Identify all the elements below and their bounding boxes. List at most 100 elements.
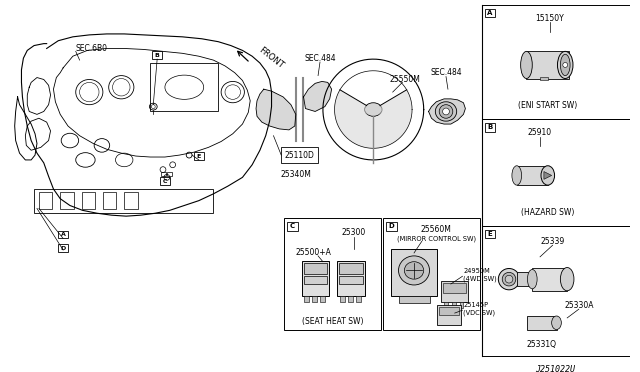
Bar (39, 192, 52, 209)
Text: (VDC SW): (VDC SW) (463, 310, 495, 316)
Text: C: C (163, 179, 167, 184)
Bar (527, 51, 569, 78)
Text: E: E (488, 231, 493, 237)
Polygon shape (303, 81, 332, 112)
Ellipse shape (541, 166, 555, 185)
Bar (484, 9, 495, 17)
Text: D: D (61, 246, 66, 251)
Bar (484, 230, 495, 238)
Text: D: D (388, 223, 394, 229)
Bar (34, 189, 213, 213)
Ellipse shape (502, 272, 516, 286)
Bar (167, 171, 172, 176)
Bar (161, 171, 166, 176)
Ellipse shape (512, 166, 522, 185)
Text: 25560M: 25560M (421, 225, 452, 234)
Bar (348, 296, 353, 302)
Text: (SEAT HEAT SW): (SEAT HEAT SW) (302, 317, 364, 326)
Bar (482, 5, 630, 119)
Bar (443, 283, 467, 293)
Bar (391, 249, 437, 296)
Text: 25331Q: 25331Q (527, 340, 557, 349)
Ellipse shape (527, 269, 537, 289)
Polygon shape (335, 90, 373, 148)
Bar (356, 296, 361, 302)
Ellipse shape (552, 316, 561, 330)
Text: (HAZARD SW): (HAZARD SW) (521, 208, 575, 217)
Text: 25910: 25910 (528, 128, 552, 137)
Ellipse shape (561, 267, 574, 291)
Text: C: C (290, 223, 295, 229)
Text: A: A (61, 232, 65, 237)
Bar (81, 192, 95, 209)
Text: SEC.484: SEC.484 (304, 54, 336, 62)
Bar (444, 302, 448, 308)
Bar (484, 123, 495, 132)
Bar (124, 192, 138, 209)
Bar (482, 226, 630, 356)
Bar (337, 261, 365, 296)
Ellipse shape (557, 51, 573, 78)
Ellipse shape (561, 54, 570, 76)
Bar (150, 63, 218, 112)
Text: 15150Y: 15150Y (535, 14, 564, 23)
Bar (320, 296, 325, 302)
Bar (281, 147, 318, 163)
Ellipse shape (404, 262, 424, 279)
Bar (527, 316, 557, 330)
Text: (4WD SW): (4WD SW) (463, 276, 497, 282)
Text: J251022U: J251022U (536, 365, 575, 372)
Text: E: E (196, 154, 201, 158)
Ellipse shape (439, 105, 452, 118)
Text: 25550M: 25550M (390, 75, 420, 84)
Bar (482, 119, 630, 226)
Text: 25110D: 25110D (285, 151, 315, 160)
Bar (60, 192, 74, 209)
Bar (194, 152, 204, 160)
Bar (301, 261, 329, 296)
Text: 25339: 25339 (541, 237, 564, 246)
Text: 25330A: 25330A (564, 301, 593, 310)
Bar (284, 218, 381, 330)
Ellipse shape (399, 256, 429, 285)
Text: 25500+A: 25500+A (295, 247, 331, 257)
Bar (103, 192, 116, 209)
Bar (452, 302, 456, 308)
Bar (437, 305, 461, 325)
Bar (305, 296, 309, 302)
Bar (58, 231, 68, 238)
Bar (516, 166, 548, 185)
Text: A: A (488, 10, 493, 16)
Bar (532, 267, 567, 291)
Ellipse shape (505, 275, 513, 283)
Ellipse shape (365, 103, 382, 116)
Bar (439, 307, 459, 315)
Text: SEC.484: SEC.484 (430, 68, 462, 77)
Polygon shape (256, 89, 296, 130)
Bar (58, 244, 68, 252)
Text: (MIRROR CONTROL SW): (MIRROR CONTROL SW) (397, 235, 476, 242)
Text: B: B (488, 125, 493, 131)
Bar (340, 296, 345, 302)
Polygon shape (544, 171, 552, 179)
Ellipse shape (443, 108, 449, 115)
Text: (ENI START SW): (ENI START SW) (518, 101, 577, 110)
Bar (383, 218, 480, 330)
Text: 25340M: 25340M (280, 170, 311, 179)
Bar (540, 77, 548, 80)
Bar (339, 263, 363, 274)
Text: 25300: 25300 (342, 228, 366, 237)
Bar (386, 222, 397, 231)
Ellipse shape (563, 62, 568, 67)
Bar (516, 272, 534, 286)
Bar (160, 177, 170, 185)
Bar (339, 276, 363, 284)
Text: 25145P: 25145P (463, 302, 488, 308)
Bar (303, 276, 327, 284)
Bar (152, 51, 162, 59)
Text: B: B (155, 53, 159, 58)
Bar (312, 296, 317, 302)
Bar (441, 281, 468, 302)
Bar (399, 296, 429, 304)
Ellipse shape (499, 269, 520, 290)
